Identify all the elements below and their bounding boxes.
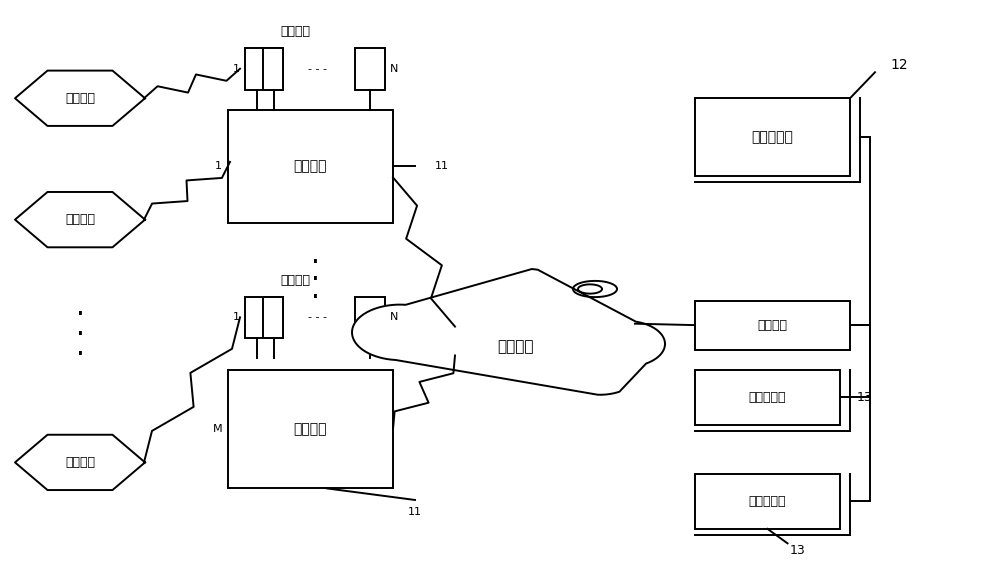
Bar (695, 474, 840, 529)
Text: 测试区域: 测试区域 (65, 213, 95, 226)
Text: 11: 11 (435, 161, 449, 171)
Text: 测试终端: 测试终端 (280, 25, 310, 38)
Text: ·: · (311, 249, 319, 277)
Text: 13: 13 (857, 391, 873, 404)
Text: 有线网络: 有线网络 (758, 318, 788, 332)
Text: 远程服务器: 远程服务器 (752, 130, 793, 144)
Text: ·: · (76, 342, 84, 369)
Text: N: N (390, 64, 398, 74)
Text: 13: 13 (790, 544, 805, 557)
Bar (245, 48, 283, 90)
Text: ·: · (311, 266, 319, 294)
Bar (695, 301, 850, 350)
Text: - - -: - - - (308, 312, 328, 323)
Bar (355, 297, 385, 338)
Bar (228, 110, 393, 223)
Text: ·: · (76, 301, 84, 329)
Text: 远程客户端: 远程客户端 (749, 495, 786, 508)
Text: M: M (212, 424, 222, 434)
Text: 测试装置: 测试装置 (294, 159, 327, 173)
Text: ·: · (76, 321, 84, 349)
Text: 12: 12 (890, 58, 908, 72)
Polygon shape (352, 269, 665, 395)
Text: 11: 11 (408, 506, 422, 517)
Bar (263, 48, 283, 90)
Text: 1: 1 (215, 161, 222, 171)
Text: N: N (390, 312, 398, 323)
Text: 1: 1 (233, 64, 240, 74)
Text: 1: 1 (233, 312, 240, 323)
Text: 远程客户端: 远程客户端 (749, 391, 786, 404)
Bar (245, 297, 283, 338)
Text: 测试装置: 测试装置 (294, 422, 327, 436)
Bar (695, 98, 850, 176)
Text: 测试区域: 测试区域 (65, 92, 95, 105)
Text: 测试终端: 测试终端 (280, 274, 310, 287)
Bar (695, 370, 840, 425)
Bar (228, 370, 393, 488)
Text: 无线网络: 无线网络 (497, 339, 533, 354)
Text: ·: · (311, 284, 319, 312)
Text: - - -: - - - (308, 64, 328, 74)
Bar (263, 297, 283, 338)
Text: 测试区域: 测试区域 (65, 456, 95, 469)
Bar (355, 48, 385, 90)
